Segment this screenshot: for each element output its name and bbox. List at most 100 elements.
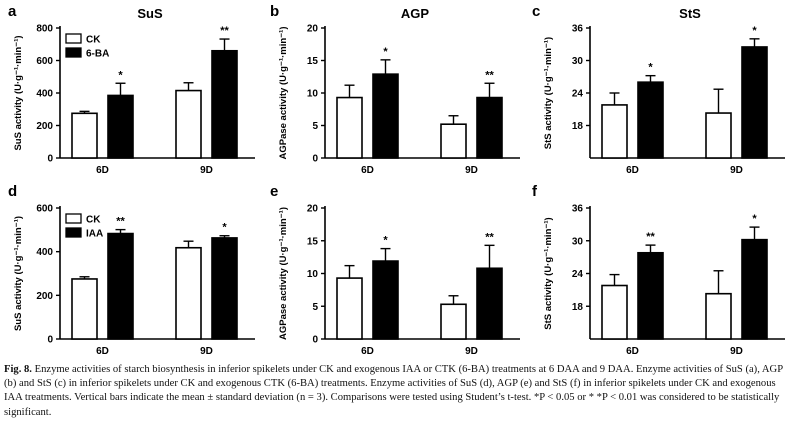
legend-swatch: [65, 33, 82, 44]
y-tick-label: 24: [572, 89, 584, 100]
panel-letter: a: [8, 3, 17, 20]
bar-9d-iaa: [741, 238, 768, 340]
panel-title: SuS: [137, 6, 163, 21]
x-tick-label: 6D: [361, 346, 374, 357]
significance-mark: **: [116, 216, 125, 228]
x-tick-label: 9D: [730, 165, 743, 176]
significance-mark: **: [485, 69, 494, 81]
bar-6d-ck: [71, 278, 98, 340]
significance-mark: *: [752, 25, 757, 37]
y-axis-label: StS activity (U·g⁻¹·min⁻¹): [543, 37, 554, 149]
bar-9d-6-ba: [741, 46, 768, 159]
bar-6d-ck: [336, 277, 363, 340]
legend-label: IAA: [86, 229, 103, 240]
legend-label: CK: [86, 215, 101, 226]
panel-e: e 0 5 10 15 20 AGPase activity (U·g⁻¹·min⁻¹) * 6…: [270, 183, 520, 357]
panel-letter: e: [270, 183, 278, 200]
y-tick-label: 36: [572, 24, 584, 35]
significance-mark: *: [648, 62, 653, 74]
panel-a: a SuS 0 200 400 600 800 SuS activity (U·g⁻¹·min…: [8, 3, 255, 176]
y-axis-label: SuS activity (U·g⁻¹·min⁻¹): [13, 216, 24, 331]
panel-f: f 18 24 30 36 StS activity (U·g⁻¹·min⁻¹) ** 6D *…: [532, 183, 785, 357]
bar-6d-iaa: [637, 251, 664, 340]
bar-6d-ck: [71, 112, 98, 159]
y-tick-label: 600: [36, 204, 53, 215]
significance-mark: *: [383, 235, 388, 247]
x-tick-label: 6D: [626, 165, 639, 176]
x-tick-label: 9D: [200, 165, 213, 176]
y-axis-label: AGPase activity (U·g⁻¹·min⁻¹): [278, 207, 289, 340]
y-axis-label: SuS activity (U·g⁻¹·min⁻¹): [13, 35, 24, 150]
x-tick-label: 9D: [465, 165, 478, 176]
y-tick-label: 0: [312, 154, 318, 165]
panel-letter: c: [532, 3, 540, 20]
significance-mark: *: [383, 46, 388, 58]
y-tick-label: 18: [572, 121, 584, 132]
y-tick-label: 400: [36, 247, 53, 258]
panel-title: StS: [679, 6, 701, 21]
bar-6d-ck: [336, 96, 363, 159]
y-tick-label: 30: [572, 236, 584, 247]
bar-9d-ck: [705, 292, 732, 340]
bar-6d-6-ba: [107, 94, 134, 159]
significance-mark: **: [220, 25, 229, 37]
x-tick-label: 9D: [200, 346, 213, 357]
bar-9d-ck: [440, 123, 467, 159]
significance-mark: *: [118, 69, 123, 81]
panel-letter: f: [532, 183, 538, 200]
bar-6d-ck: [601, 284, 628, 340]
bar-6d-iaa: [372, 260, 399, 340]
x-tick-label: 6D: [96, 165, 109, 176]
y-tick-label: 0: [312, 335, 318, 346]
y-tick-label: 30: [572, 56, 584, 67]
legend-swatch: [65, 213, 82, 224]
y-tick-label: 200: [36, 121, 53, 132]
y-tick-label: 20: [307, 204, 319, 215]
legend-swatch: [65, 47, 82, 58]
legend-swatch: [65, 227, 82, 238]
y-tick-label: 400: [36, 89, 53, 100]
y-tick-label: 18: [572, 302, 584, 313]
panel-letter: d: [8, 183, 17, 200]
bar-9d-6-ba: [476, 96, 503, 159]
bar-6d-6-ba: [372, 73, 399, 159]
significance-mark: **: [485, 231, 494, 243]
y-tick-label: 0: [47, 335, 53, 346]
caption-text: Enzyme activities of starch biosynthesis…: [4, 364, 783, 418]
bar-9d-iaa: [211, 237, 238, 340]
panel-letter: b: [270, 3, 279, 20]
bar-6d-6-ba: [637, 81, 664, 159]
significance-mark: **: [646, 231, 655, 243]
y-tick-label: 5: [312, 302, 318, 313]
bar-9d-ck: [705, 112, 732, 159]
panel-b: b AGP 0 5 10 15 20 AGPase activity (U·g⁻¹·min⁻¹…: [270, 3, 520, 176]
y-tick-label: 15: [307, 236, 319, 247]
bar-6d-iaa: [107, 232, 134, 340]
bar-9d-6-ba: [211, 49, 238, 159]
x-tick-label: 6D: [361, 165, 374, 176]
bar-6d-ck: [601, 104, 628, 159]
panel-d: d 0 200 400 600 SuS activity (U·g⁻¹·min⁻¹) ** 6…: [8, 183, 255, 357]
bar-9d-ck: [175, 89, 202, 159]
x-tick-label: 6D: [96, 346, 109, 357]
bar-9d-ck: [175, 246, 202, 340]
x-tick-label: 6D: [626, 346, 639, 357]
legend-label: 6-BA: [86, 49, 109, 60]
y-tick-label: 0: [47, 154, 53, 165]
x-tick-label: 9D: [465, 346, 478, 357]
y-tick-label: 800: [36, 24, 53, 35]
panel-title: AGP: [401, 6, 430, 21]
x-tick-label: 9D: [730, 346, 743, 357]
y-tick-label: 15: [307, 56, 319, 67]
y-tick-label: 20: [307, 24, 319, 35]
panel-c: c StS 18 24 30 36 StS activity (U·g⁻¹·min⁻¹) * 6…: [532, 3, 785, 176]
figure-caption: Fig. 8. Enzyme activities of starch bios…: [4, 363, 796, 421]
bar-9d-iaa: [476, 267, 503, 340]
y-tick-label: 24: [572, 269, 584, 280]
caption-label: Fig. 8.: [4, 364, 32, 375]
y-axis-label: StS activity (U·g⁻¹·min⁻¹): [543, 217, 554, 329]
significance-mark: *: [222, 222, 227, 234]
legend-label: CK: [86, 35, 101, 46]
y-tick-label: 10: [307, 89, 319, 100]
